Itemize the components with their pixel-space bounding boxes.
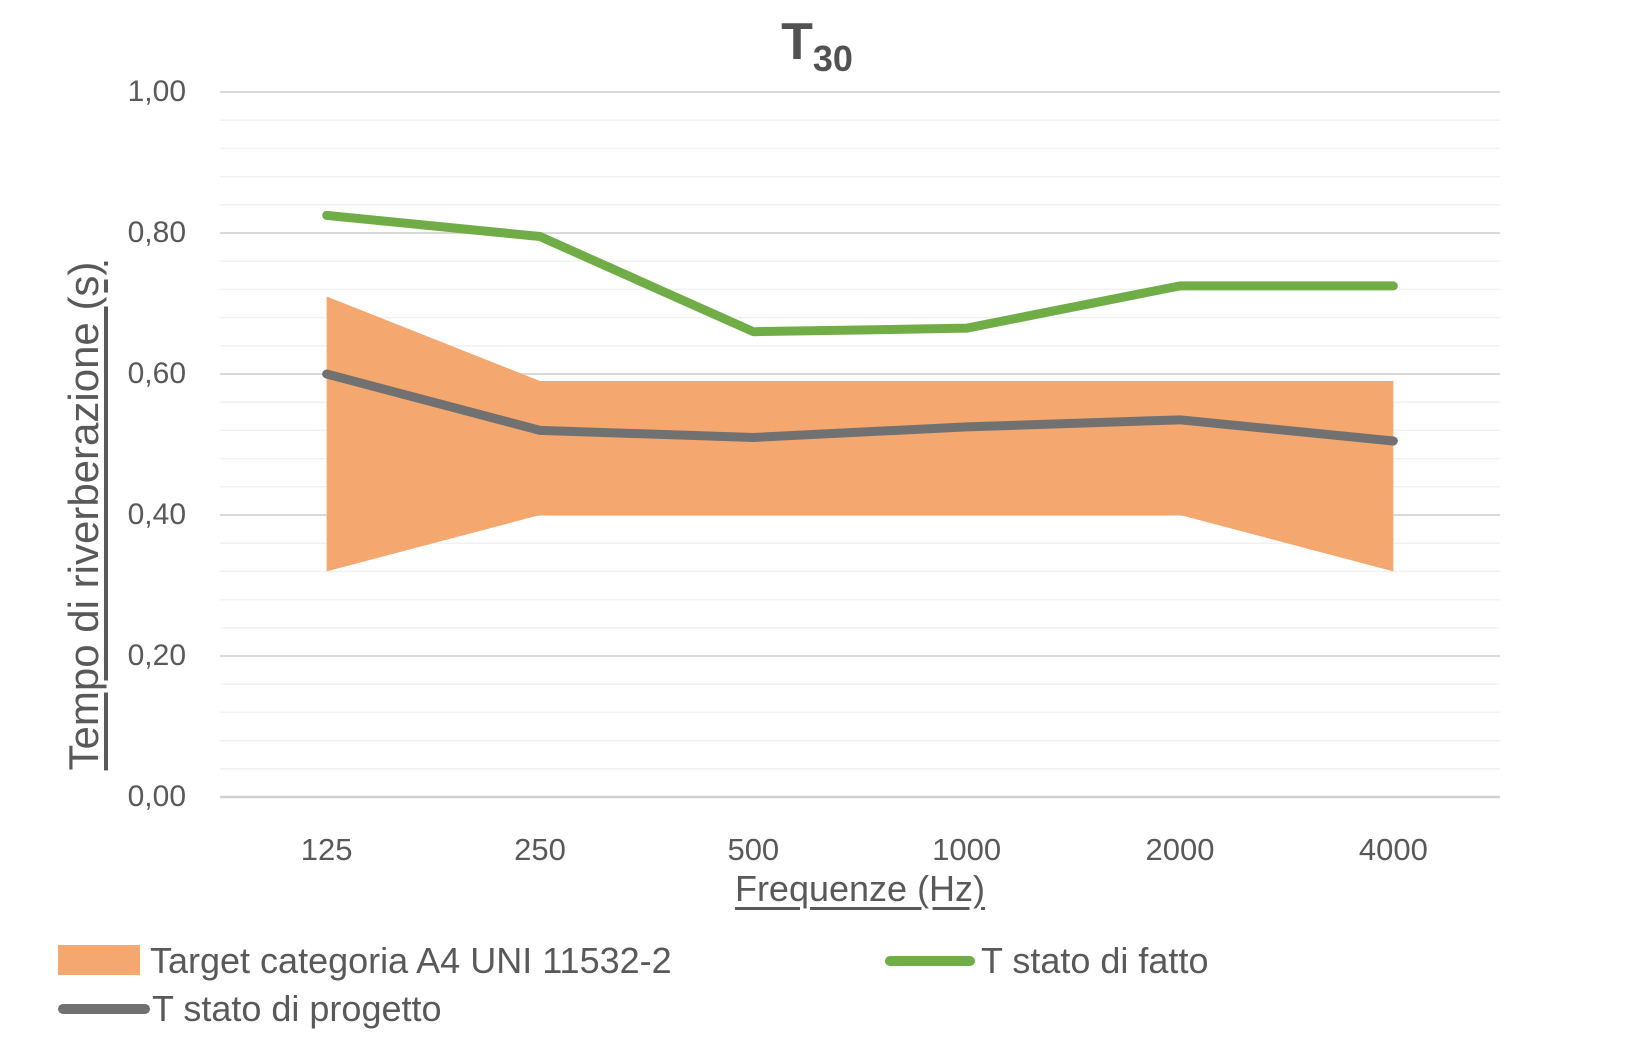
chart-title: T30 (0, 12, 1634, 89)
legend-band-swatch (58, 945, 140, 975)
x-tick-label: 500 (727, 832, 780, 867)
legend-label-target: Target categoria A4 UNI 11532-2 (150, 940, 672, 981)
chart-title-subscript: 30 (812, 38, 853, 79)
y-tick-label: 0,40 (127, 498, 186, 531)
x-tick-label: 125 (300, 832, 353, 867)
y-tick-label: 0,80 (127, 216, 186, 249)
x-axis-title: Frequenze (Hz) (734, 868, 986, 909)
series-line-t-stato-di-fatto (322, 210, 1398, 337)
y-tick-label: 0,60 (127, 357, 186, 390)
legend-label-progetto: T stato di progetto (152, 988, 442, 1029)
y-tick-label: 0,00 (127, 780, 186, 813)
legend-label-fatto: T stato di fatto (981, 940, 1209, 981)
chart-title-main: T (781, 13, 813, 71)
legend-line-swatch-fatto (885, 956, 975, 966)
y-tick-label: 1,00 (127, 75, 186, 108)
x-tick-label: 250 (514, 832, 566, 867)
x-tick-label: 4000 (1358, 832, 1428, 867)
legend-line-swatch-progetto (58, 1004, 150, 1014)
x-tick-label: 2000 (1145, 832, 1215, 867)
y-axis-title: Tempo di riverberazione (s) (60, 261, 107, 771)
y-tick-label: 0,20 (127, 639, 186, 672)
x-tick-label: 1000 (932, 832, 1002, 867)
series-line-t-stato-di-progetto (322, 369, 1398, 446)
